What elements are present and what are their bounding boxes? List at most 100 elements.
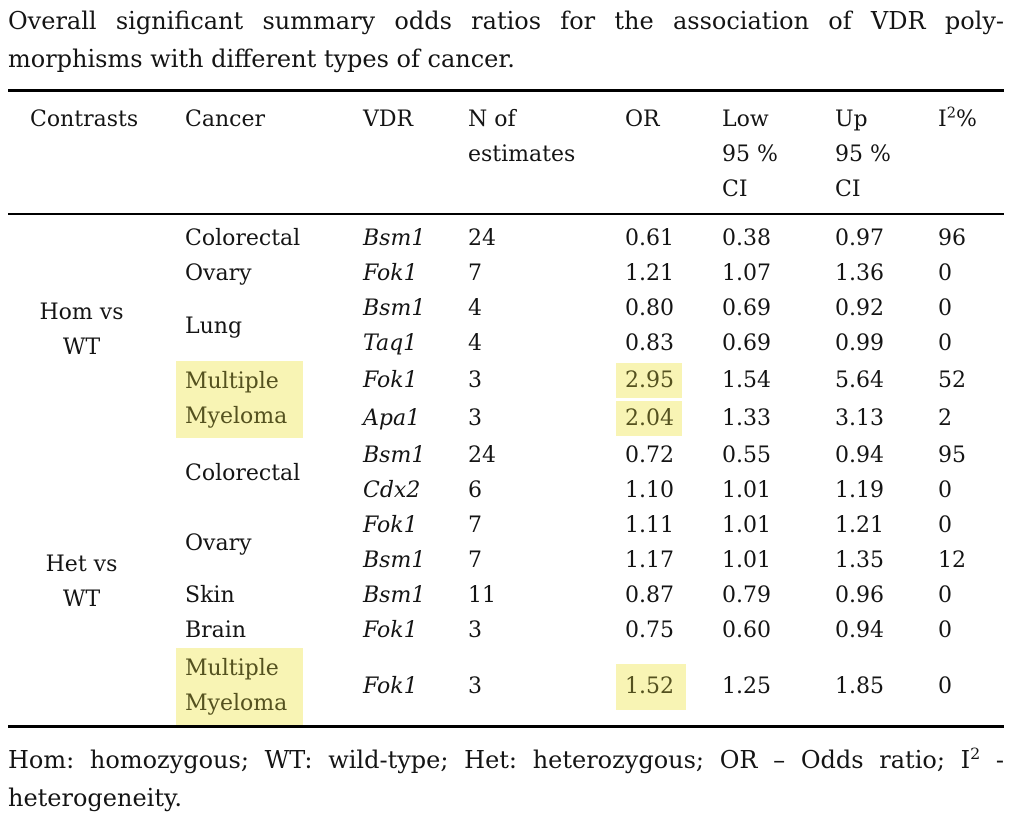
low-ci-cell: 1.01 — [722, 478, 771, 503]
vdr-cell: Fok1 — [363, 618, 418, 643]
n-estimates-cell: 3 — [468, 618, 482, 643]
i2-cell: 0 — [938, 331, 952, 356]
low-ci-cell: 0.60 — [722, 618, 771, 643]
low-ci-cell: 1.54 — [722, 367, 771, 393]
up-ci-cell: 0.97 — [835, 226, 884, 251]
up-ci-cell: 0.96 — [835, 583, 884, 608]
table-row: Apa1 3 2.04 1.33 3.13 2 — [8, 400, 1004, 439]
caption-line-2: morphisms with different types of cancer… — [8, 45, 515, 73]
highlighted-or-value: 2.04 — [616, 401, 682, 437]
table-row: Ovary Fok1 7 1.21 1.07 1.36 0 — [8, 256, 1004, 291]
n-estimates-cell: 24 — [468, 443, 496, 468]
table-body: Hom vs WT Colorectal Bsm1 24 0.61 0.38 0… — [8, 214, 1004, 727]
table-row: Brain Fok1 3 0.75 0.60 0.94 0 — [8, 613, 1004, 648]
low-ci-cell: 0.55 — [722, 443, 771, 468]
or-cell: 0.80 — [625, 296, 674, 321]
n-estimates-cell: 11 — [468, 583, 496, 608]
i2-cell: 0 — [938, 618, 952, 643]
header-i2-percent: I2% — [916, 90, 1004, 215]
low-ci-cell: 0.38 — [722, 226, 771, 251]
vdr-cell: Bsm1 — [363, 226, 426, 251]
low-ci-cell: 1.07 — [722, 261, 771, 286]
table-row: Hom vs WT Colorectal Bsm1 24 0.61 0.38 0… — [8, 214, 1004, 360]
vdr-cell: Bsm1 — [363, 443, 426, 468]
vdr-cell: Fok1 — [363, 261, 418, 286]
low-ci-cell: 1.01 — [722, 548, 771, 573]
group-label-het-vs-wt: Het vs WT — [45, 551, 118, 612]
i2-cell: 0 — [938, 583, 952, 608]
vdr-cell: Cdx2 — [363, 478, 421, 503]
table-row: Lung Bsm1 4 0.80 0.69 0.92 0 — [8, 291, 1004, 339]
i2-cell: 2 — [938, 406, 952, 432]
n-estimates-cell: 6 — [468, 478, 482, 503]
i2-cell: 95 — [938, 443, 966, 468]
footnote-dash: - — [980, 746, 1004, 774]
highlighted-cancer-label: Multiple Myeloma — [176, 648, 304, 725]
i2-cell: 0 — [938, 513, 952, 538]
vdr-cell: Fok1 — [363, 674, 418, 699]
or-cell: 0.87 — [625, 583, 674, 608]
i2-cell: 12 — [938, 548, 966, 573]
i2-cell: 0 — [938, 261, 952, 286]
header-vdr: VDR — [341, 90, 446, 215]
up-ci-cell: 1.21 — [835, 513, 884, 538]
cancer-cell-lung: Lung — [185, 313, 243, 339]
low-ci-cell: 1.33 — [722, 406, 771, 432]
i2-cell: 52 — [938, 367, 966, 393]
vdr-cell: Taq1 — [363, 331, 418, 356]
or-cell: 1.52 — [603, 648, 700, 727]
header-low-ci: Low 95 % CI — [700, 90, 813, 215]
table-row: Het vs WT Colorectal Bsm1 24 0.72 0.55 0… — [8, 438, 1004, 612]
header-cancer: Cancer — [163, 90, 341, 215]
low-ci-cell: 0.79 — [722, 583, 771, 608]
up-ci-cell: 1.35 — [835, 548, 884, 573]
or-cell: 2.95 — [603, 361, 700, 400]
vdr-cell: Fok1 — [363, 513, 418, 538]
table-row: Multiple Myeloma Fok1 3 2.95 1.54 5.64 5… — [8, 361, 1004, 438]
summary-odds-ratio-table: Contrasts Cancer VDR N of estimates OR L… — [8, 89, 1004, 728]
caption-line-1: Overall significant summary odds ratios … — [8, 7, 1004, 35]
up-ci-cell: 0.99 — [835, 331, 884, 356]
footnote-line-1: Hom: homozygous; WT: wild-type; Het: het… — [8, 741, 1004, 779]
up-ci-cell: 1.19 — [835, 478, 884, 503]
or-cell: 1.11 — [625, 513, 674, 538]
vdr-cell: Apa1 — [363, 406, 421, 432]
footnote-line-2: heterogeneity. — [8, 784, 182, 812]
n-estimates-cell: 3 — [468, 674, 482, 699]
up-ci-cell: 3.13 — [835, 406, 884, 432]
or-cell: 0.61 — [625, 226, 674, 251]
cancer-cell-ovary: Ovary — [185, 530, 252, 556]
table-row: Taq1 4 0.83 0.69 0.99 0 — [8, 326, 1004, 361]
low-ci-cell: 1.01 — [722, 513, 771, 538]
cancer-cell: Brain — [185, 618, 247, 643]
cancer-cell: Skin — [185, 583, 235, 608]
vdr-cell: Bsm1 — [363, 548, 426, 573]
vdr-cell: Bsm1 — [363, 583, 426, 608]
n-estimates-cell: 7 — [468, 261, 482, 286]
cancer-cell-multiple-myeloma: Multiple Myeloma — [163, 361, 341, 438]
table-row: Skin Bsm1 11 0.87 0.79 0.96 0 — [8, 578, 1004, 613]
cancer-cell-colorectal: Colorectal — [185, 460, 301, 486]
n-estimates-cell: 3 — [468, 406, 482, 432]
i2-unit: % — [955, 107, 977, 132]
up-ci-cell: 5.64 — [835, 367, 884, 393]
or-cell: 0.75 — [625, 618, 674, 643]
group-label-hom-vs-wt: Hom vs WT — [39, 299, 124, 360]
table-header: Contrasts Cancer VDR N of estimates OR L… — [8, 90, 1004, 215]
or-cell: 0.72 — [625, 443, 674, 468]
n-estimates-cell: 7 — [468, 548, 482, 573]
n-estimates-cell: 7 — [468, 513, 482, 538]
n-estimates-cell: 4 — [468, 331, 482, 356]
i2-cell: 0 — [938, 296, 952, 321]
table-row: Bsm1 7 1.17 1.01 1.35 12 — [8, 543, 1004, 578]
up-ci-cell: 0.92 — [835, 296, 884, 321]
or-cell: 1.21 — [625, 261, 674, 286]
i2-cell: 0 — [938, 478, 952, 503]
cancer-cell: Colorectal — [185, 226, 301, 251]
cancer-cell-multiple-myeloma: Multiple Myeloma — [163, 648, 341, 727]
header-or: OR — [603, 90, 700, 215]
i2-base: I — [938, 107, 947, 132]
up-ci-cell: 0.94 — [835, 618, 884, 643]
n-estimates-cell: 3 — [468, 367, 482, 393]
